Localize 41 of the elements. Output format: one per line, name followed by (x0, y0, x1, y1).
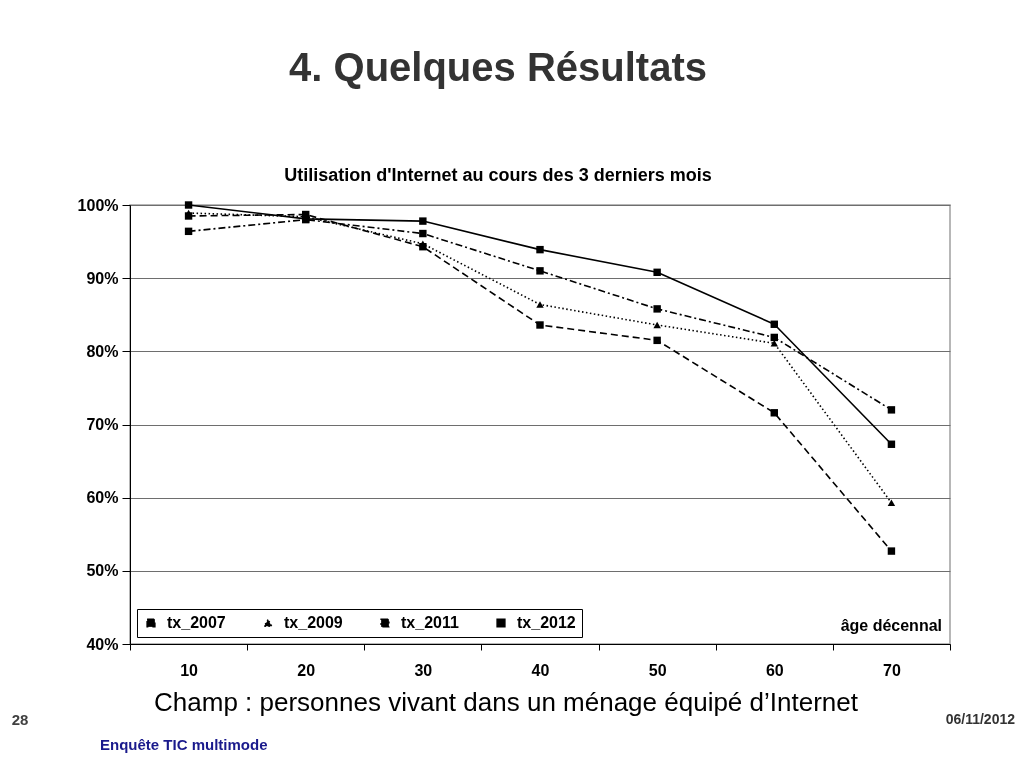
chart-title: 4. Quelques Résultats (289, 45, 707, 89)
point (419, 240, 427, 247)
x-tick-label: 20 (297, 661, 316, 679)
x-tick-label: 40 (531, 661, 550, 679)
x-axis-title: âge décennal (840, 617, 942, 634)
point (653, 321, 661, 329)
point (536, 321, 544, 329)
y-tick-label: 50% (86, 562, 119, 580)
y-tick-label: 70% (86, 416, 119, 433)
text: Champ : personnes vivant dans un ménage équipé d’Internet (154, 687, 859, 717)
x-tick-label: 50 (648, 661, 667, 679)
point (536, 245, 544, 254)
y-tick-label: 40% (86, 635, 119, 653)
chart-subtitle: Utilisation d'Internet au cours des 3 derniers mois (284, 165, 712, 185)
point (887, 406, 896, 414)
x-tick-label: 60 (765, 661, 784, 679)
y-tick-label: 80% (86, 342, 119, 360)
text: 06/11/2012 (945, 711, 1016, 727)
legend-label: tx_2012 (517, 614, 576, 631)
text: Enquête TIC multimode (100, 736, 268, 753)
legend-label: tx_2007 (167, 614, 226, 631)
legend-label: tx_2011 (401, 614, 459, 631)
point (887, 499, 896, 506)
point (536, 301, 544, 308)
point (653, 336, 661, 345)
y-tick-label: 100% (77, 196, 119, 214)
x-tick-label: 70 (883, 661, 901, 679)
legend-label: tx_2009 (284, 614, 343, 631)
y-tick-label: 90% (86, 269, 119, 287)
y-tick-label: 60% (86, 489, 119, 507)
x-tick-label: 10 (180, 661, 199, 679)
point (653, 268, 661, 277)
point (770, 409, 778, 417)
point (419, 229, 427, 238)
point (887, 547, 896, 555)
point (419, 217, 427, 225)
point (653, 305, 661, 313)
point (184, 201, 193, 209)
x-tick-label: 30 (414, 661, 433, 679)
text: 28 (11, 711, 29, 728)
point (536, 267, 544, 275)
